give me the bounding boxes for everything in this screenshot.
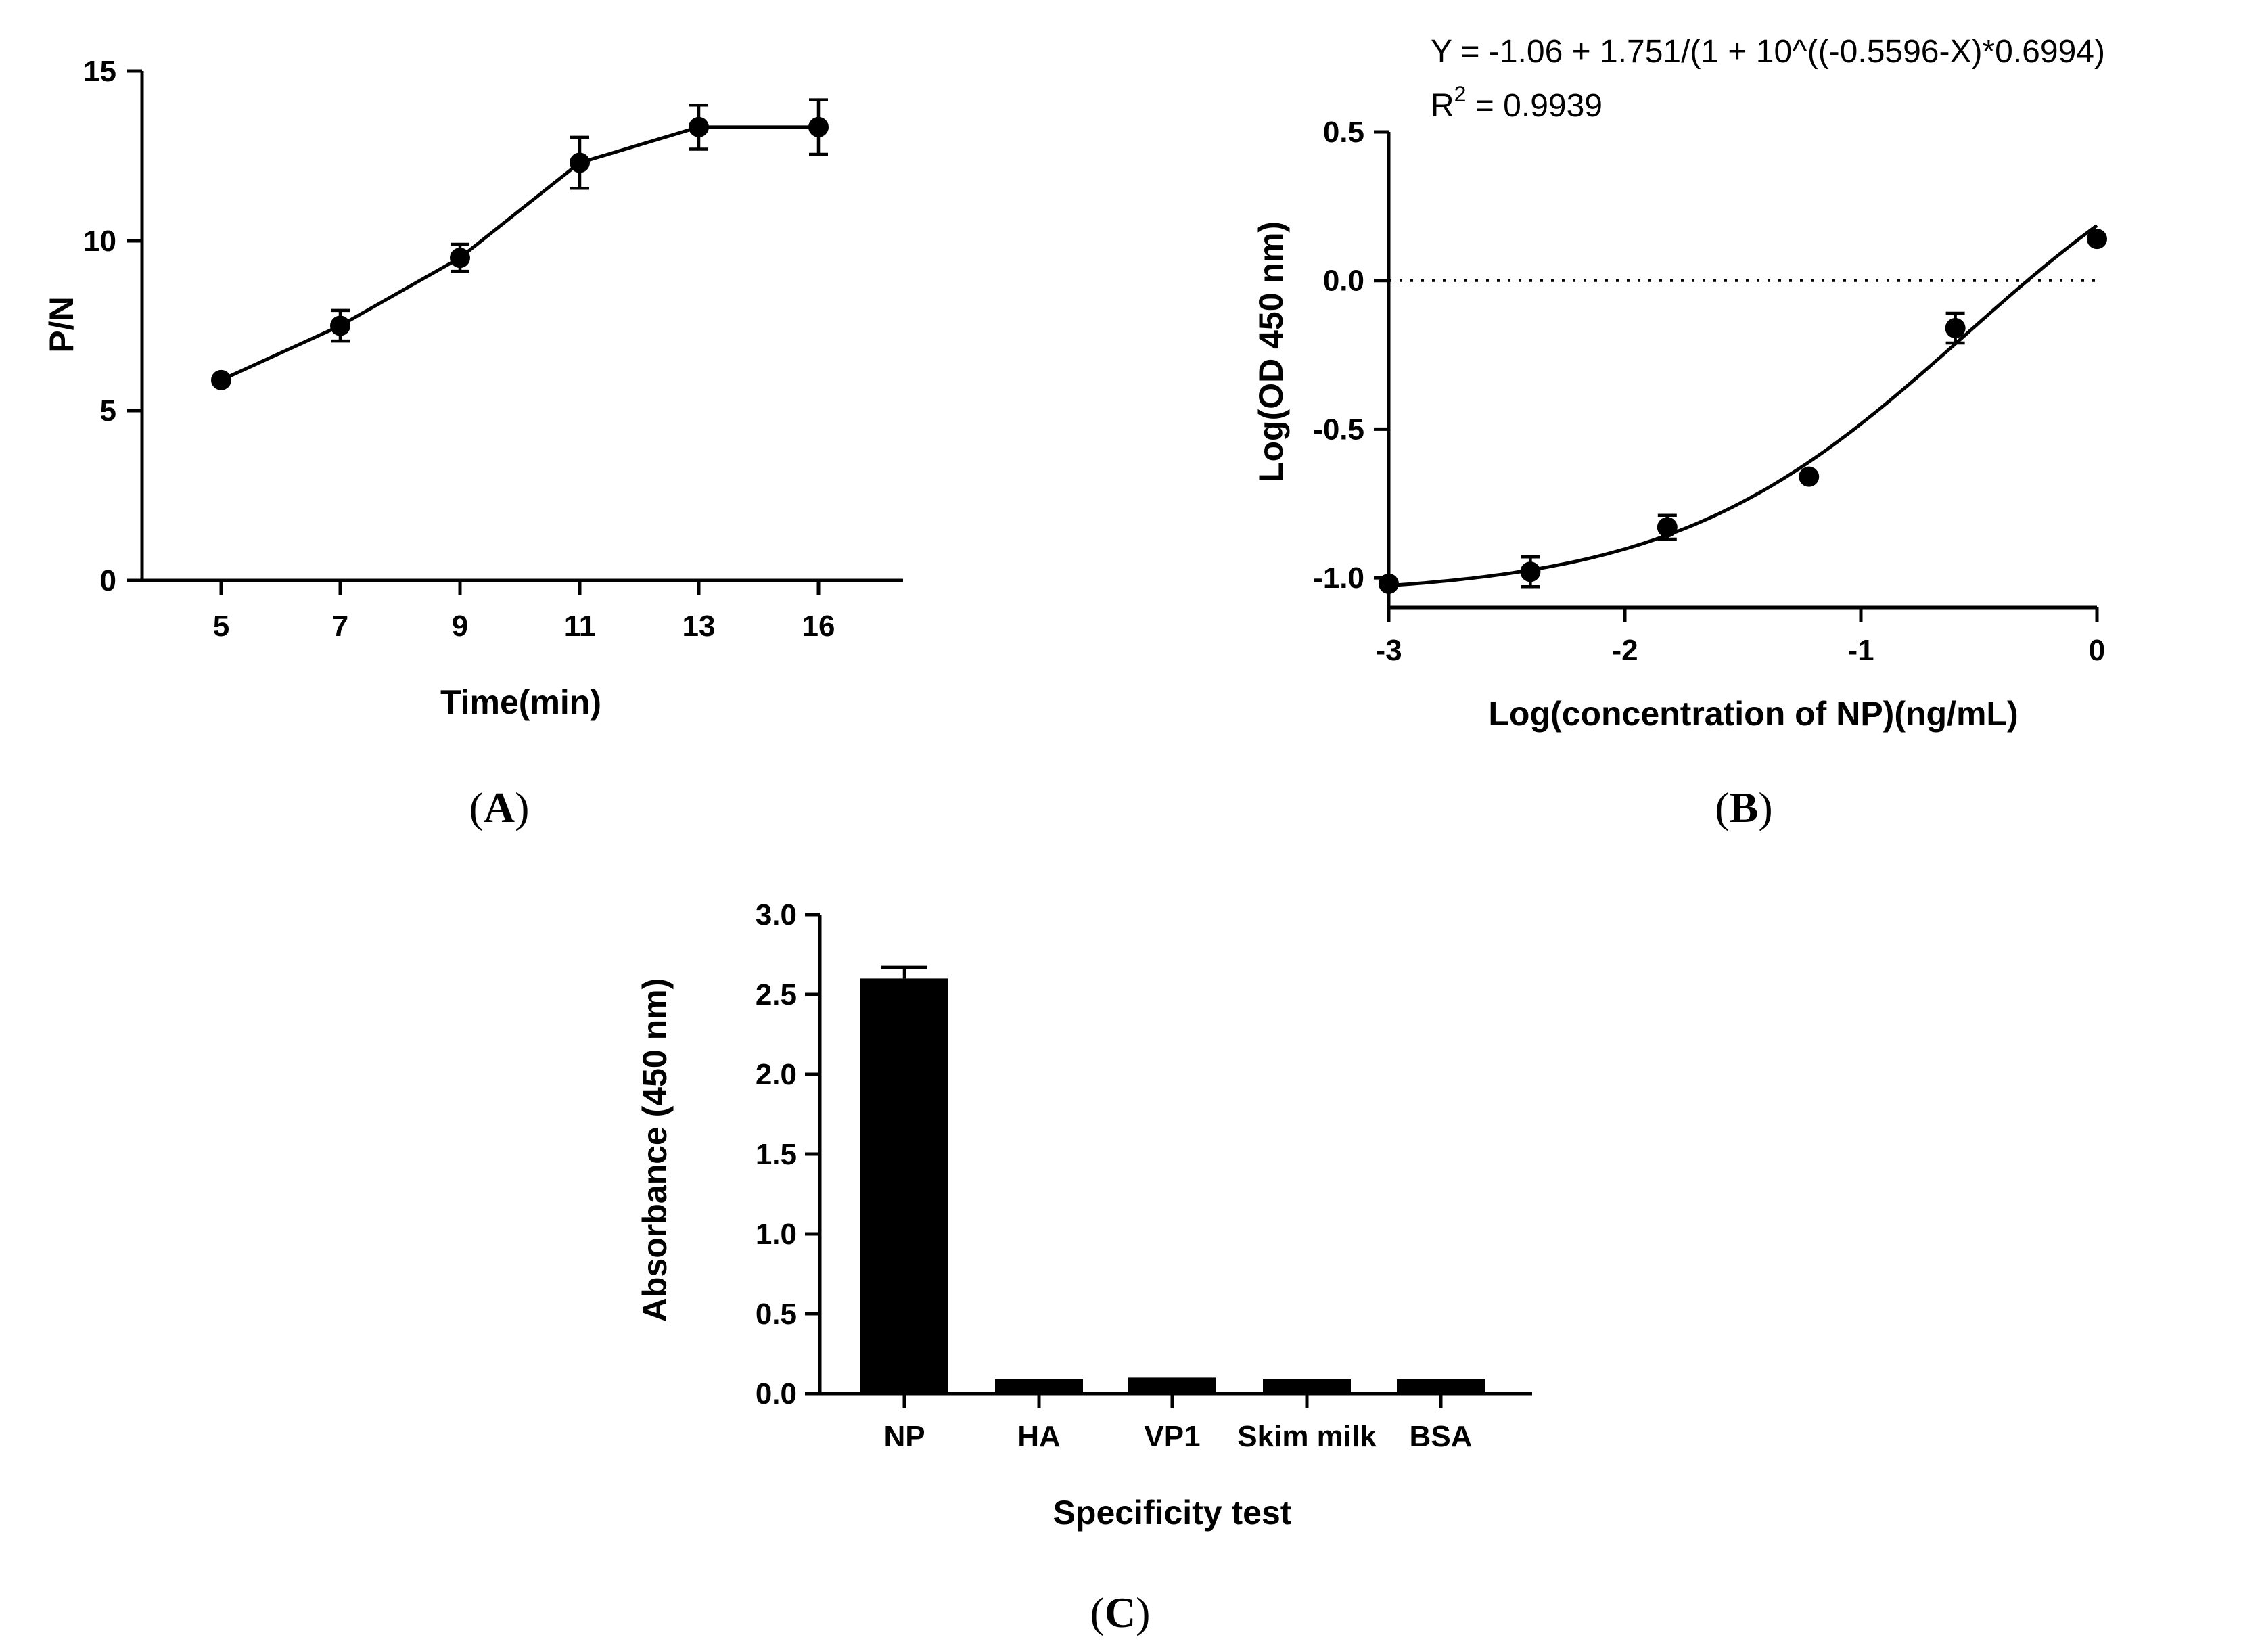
panel-a-series-line	[220, 125, 818, 382]
panel-a-x-tick-label: 7	[332, 610, 348, 643]
panel-a-x-tick-label: 13	[683, 610, 716, 643]
panel-b-r-squared-value: = 0.9939	[1466, 88, 1602, 124]
panel-b-x-axis-title: Log(concentration of NP)(ng/mL)	[1488, 695, 2018, 733]
panel-b-data-point	[1799, 466, 1820, 487]
panel-a-label: (A)	[469, 783, 530, 831]
panel-b-y-tick-label: 0.0	[1323, 265, 1364, 298]
panel-b-fit-curve	[1388, 224, 2098, 588]
panel-a-data-point	[808, 116, 829, 137]
panel-c-x-tick-label: Skim milk	[1237, 1420, 1377, 1453]
panel-a-axes	[140, 71, 903, 582]
panel-c-y-tick-label: 2.5	[756, 978, 797, 1011]
panel-b-r-squared-sup: 2	[1454, 82, 1467, 106]
panel-a: 0 5 10 15 5 7 9 11 13 16 P/N Time(min) (A)	[43, 55, 903, 831]
panel-c-y-tick-label: 0.5	[756, 1298, 797, 1331]
panel-c-y-tick-label: 2.0	[756, 1058, 797, 1091]
panel-c-bar	[1397, 1379, 1485, 1394]
panel-c-x-tick-label: NP	[883, 1420, 925, 1453]
panel-a-y-axis-title: P/N	[43, 296, 80, 352]
panel-c-bar	[995, 1379, 1083, 1394]
panel-a-x-tick-label: 11	[564, 610, 596, 643]
panel-a-y-tick-label: 5	[100, 394, 116, 428]
panel-b-r-squared-prefix: R	[1431, 88, 1454, 124]
panel-b-data-point	[1379, 573, 1399, 594]
panel-c-y-tick-label: 0.0	[756, 1377, 797, 1410]
panel-c-y-axis-title: Absorbance (450 nm)	[636, 978, 674, 1322]
panel-a-x-tick-label: 5	[213, 610, 229, 643]
panel-c: 0.0 0.5 1.0 1.5 2.0 2.5 3.0 NP HA VP1 Skim milk BSA…	[636, 898, 1532, 1636]
panel-a-y-tick-label: 0	[100, 564, 116, 597]
panel-b-axes	[1387, 132, 2097, 610]
panel-b-plot: -1.0 -0.5 0.0 0.5 -3 -2 -1 0	[1313, 116, 2107, 667]
panel-c-y-tick-label: 1.5	[756, 1138, 797, 1171]
panel-b-y-tick-label: -0.5	[1313, 413, 1364, 446]
panel-c-bar	[1263, 1379, 1351, 1394]
panel-b-data-point	[1945, 317, 1966, 338]
panel-a-data-point	[689, 116, 709, 137]
panel-c-label: (C)	[1090, 1588, 1151, 1636]
panel-b-y-tick-label: 0.5	[1323, 116, 1364, 149]
panel-b: Y = -1.06 + 1.751/(1 + 10^((-0.5596-X)*0…	[1252, 34, 2107, 831]
panel-a-letter: A	[484, 783, 515, 831]
panel-b-r-squared: R2 = 0.9939	[1431, 82, 1602, 124]
panel-c-x-axis-title: Specificity test	[1053, 1494, 1292, 1532]
panel-a-plot: 0 5 10 15 5 7 9 11 13 16	[83, 55, 903, 643]
panel-c-error-bar	[881, 965, 927, 979]
panel-a-data-point	[570, 152, 590, 173]
panel-a-y-tick-label: 10	[83, 225, 116, 258]
panel-b-data-point	[2087, 229, 2107, 250]
panel-c-y-tick-label: 3.0	[756, 898, 797, 932]
panel-a-x-tick-label: 16	[802, 610, 835, 643]
panel-b-fit-equation: Y = -1.06 + 1.751/(1 + 10^((-0.5596-X)*0…	[1431, 34, 2105, 70]
panel-b-data-point	[1657, 517, 1678, 538]
panel-b-y-axis-title: Log(OD 450 nm)	[1252, 221, 1290, 482]
panel-a-data-point	[211, 369, 231, 390]
panel-c-plot: 0.0 0.5 1.0 1.5 2.0 2.5 3.0 NP HA VP1 Skim milk BSA	[756, 898, 1532, 1453]
panel-b-x-tick-label: 0	[2089, 634, 2105, 667]
panel-c-bar	[1128, 1377, 1216, 1394]
panel-b-x-tick-label: -1	[1847, 634, 1874, 667]
panel-c-bar	[860, 978, 948, 1394]
panel-c-x-tick-label: BSA	[1410, 1420, 1473, 1453]
panel-a-data-point	[450, 248, 470, 269]
panel-c-y-tick-label: 1.0	[756, 1218, 797, 1251]
panel-b-x-tick-label: -3	[1375, 634, 1402, 667]
panel-b-data-point	[1520, 561, 1541, 582]
panel-c-x-tick-label: HA	[1017, 1420, 1061, 1453]
panel-b-x-tick-label: -2	[1611, 634, 1638, 667]
panel-a-x-tick-label: 9	[452, 610, 468, 643]
panel-a-data-point	[330, 315, 350, 336]
panel-c-letter: C	[1105, 1588, 1136, 1636]
panel-b-y-tick-label: -1.0	[1313, 561, 1364, 595]
panel-a-x-axis-title: Time(min)	[440, 683, 601, 721]
panel-a-y-tick-label: 15	[83, 55, 116, 88]
panel-b-letter: B	[1730, 783, 1759, 831]
panel-b-label: (B)	[1715, 783, 1772, 831]
panel-c-x-tick-label: VP1	[1144, 1420, 1200, 1453]
